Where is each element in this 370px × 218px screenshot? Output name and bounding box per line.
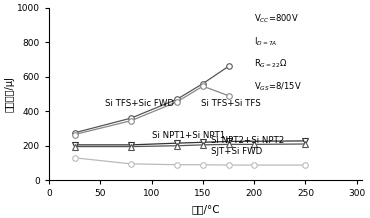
Text: R$_{G=22}$$\Omega$: R$_{G=22}$$\Omega$ xyxy=(254,58,287,70)
Text: V$_{GS}$=8/15V: V$_{GS}$=8/15V xyxy=(254,80,302,93)
Text: Si TFS+Sic FWD: Si TFS+Sic FWD xyxy=(105,99,174,108)
Text: SJT+Si FWD: SJT+Si FWD xyxy=(211,147,262,156)
Text: Si NPT2+Si NPT2: Si NPT2+Si NPT2 xyxy=(211,136,284,145)
Y-axis label: 关断能量/μJ: 关断能量/μJ xyxy=(4,76,14,112)
Text: Si TFS+Si TFS: Si TFS+Si TFS xyxy=(201,99,260,108)
Text: I$_{D=7A}$: I$_{D=7A}$ xyxy=(254,35,278,48)
Text: Si NPT1+Si NPT1: Si NPT1+Si NPT1 xyxy=(152,131,225,140)
Text: V$_{CC}$=800V: V$_{CC}$=800V xyxy=(254,13,299,25)
X-axis label: 结温/°C: 结温/°C xyxy=(191,204,220,214)
